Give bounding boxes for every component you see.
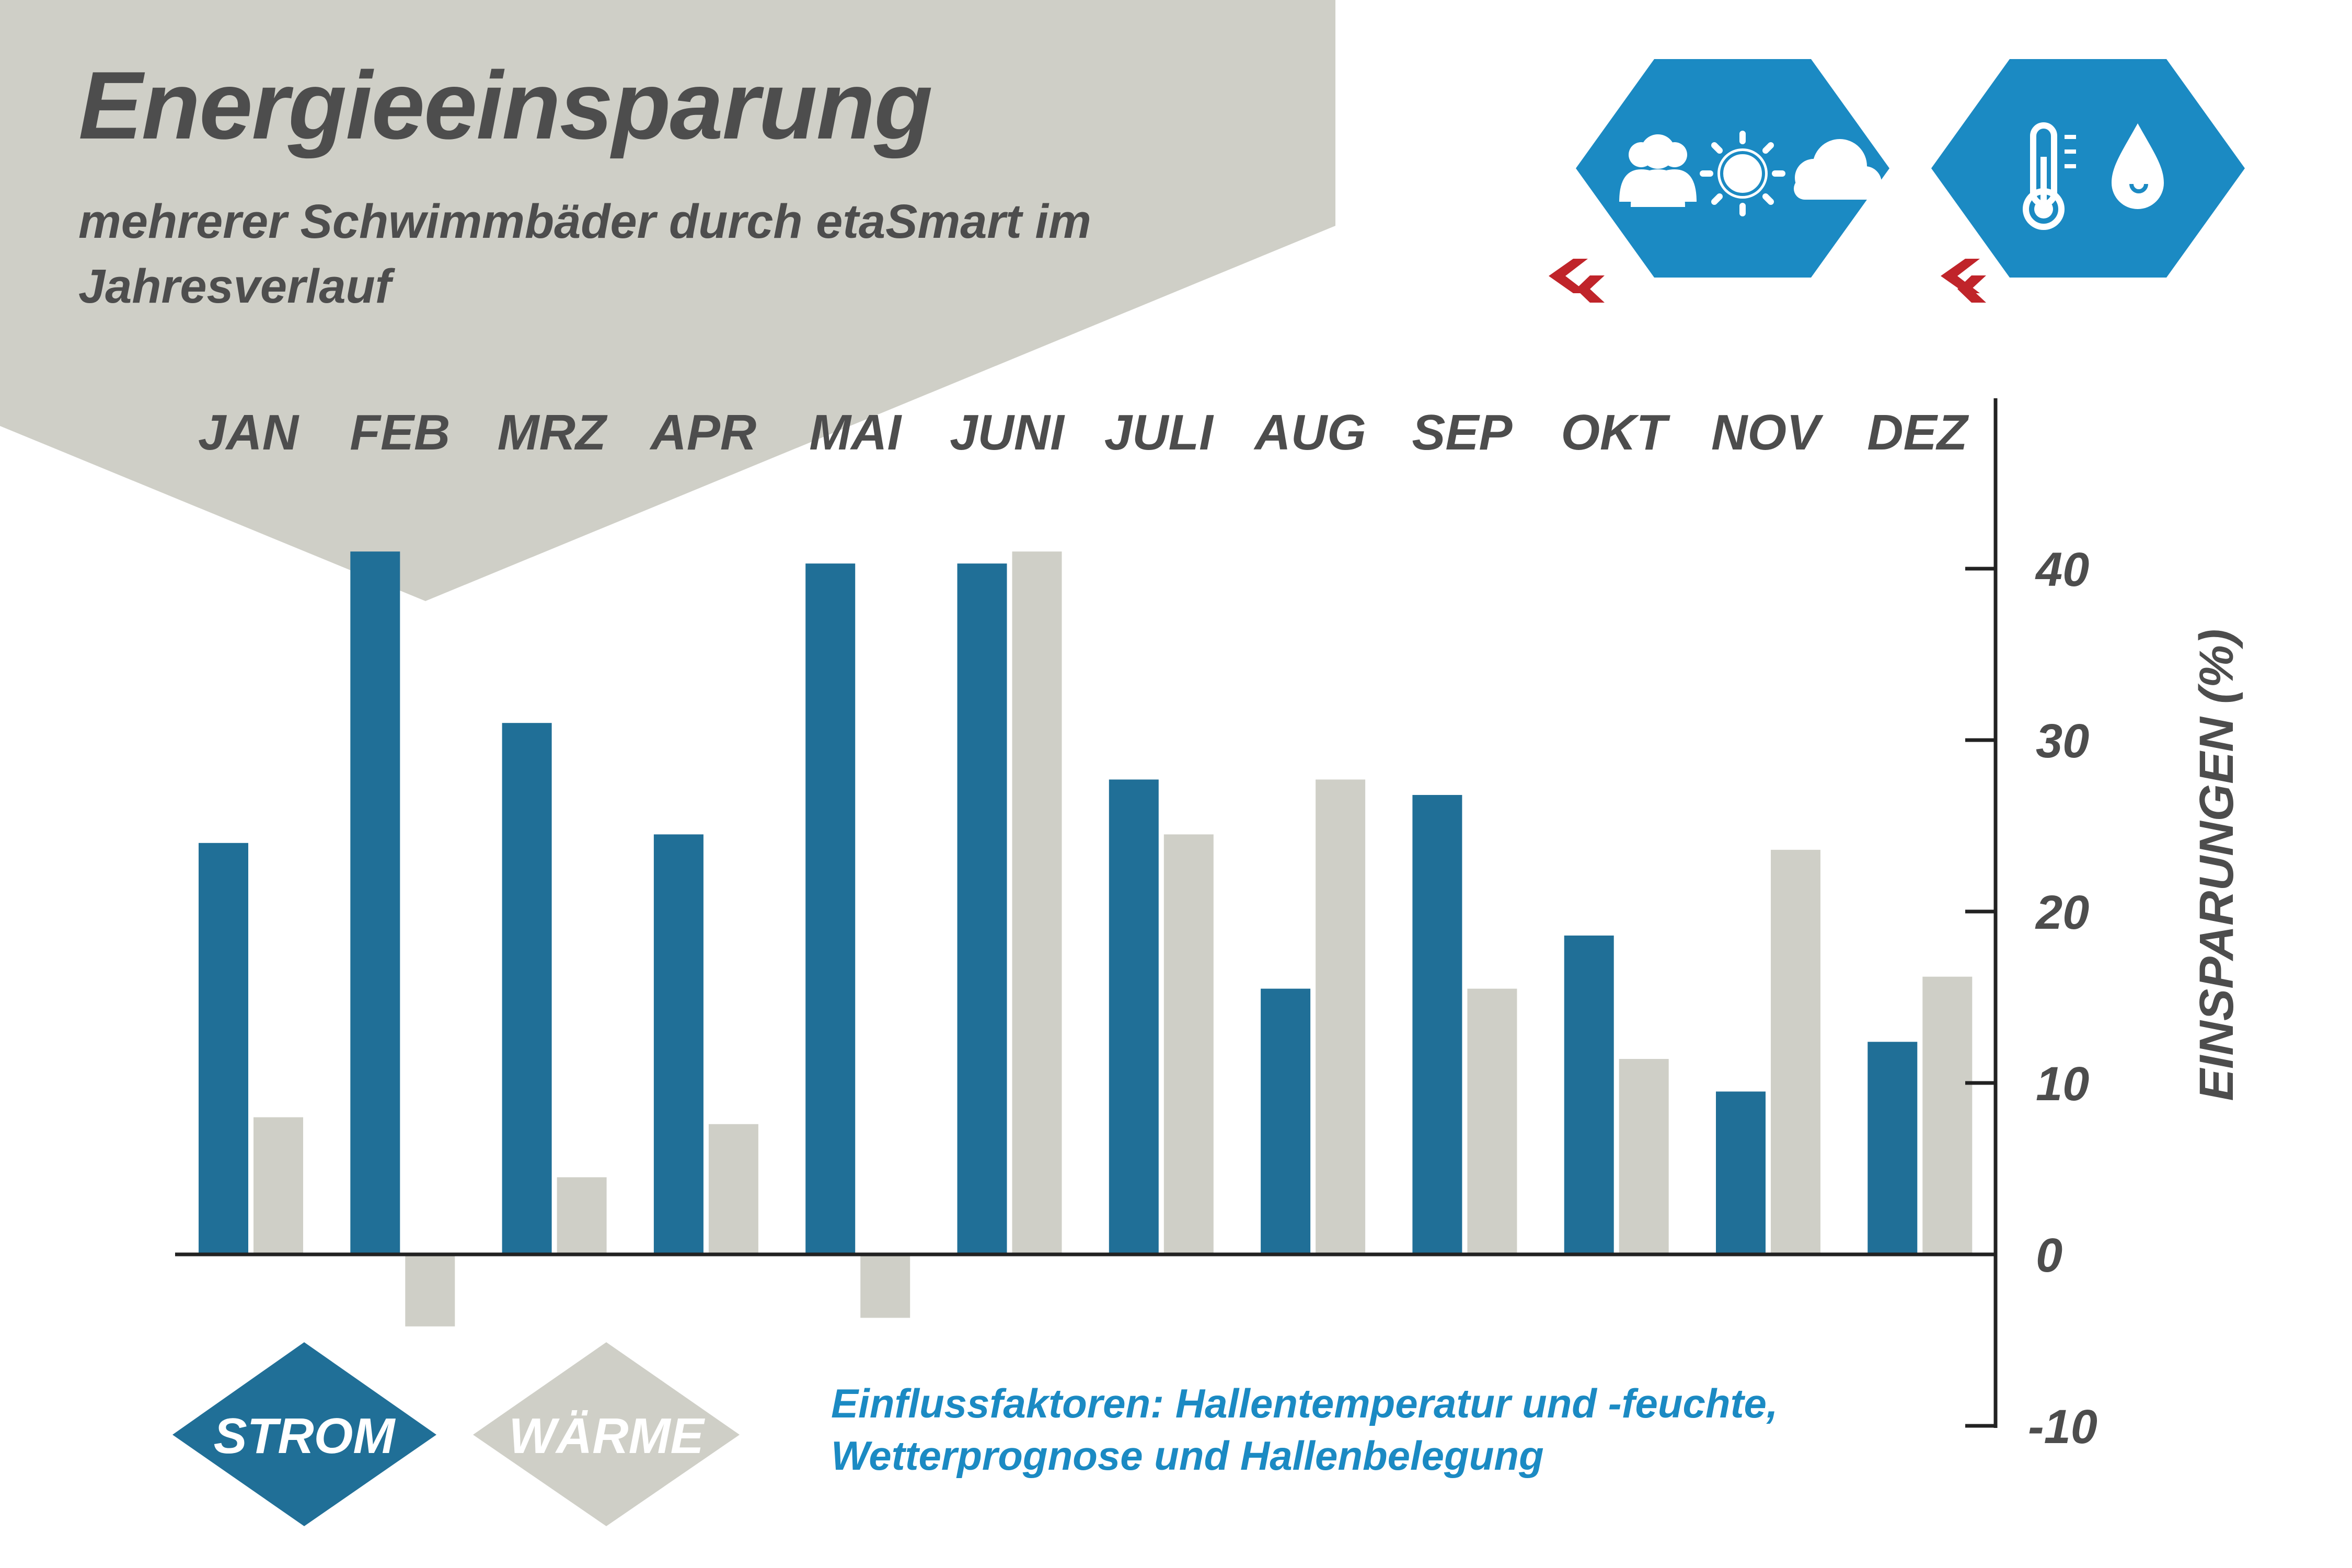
y-tick-label: 20: [2035, 886, 2089, 939]
month-label: SEP: [1412, 405, 1513, 460]
page-title: Energieeinsparung: [78, 51, 933, 159]
y-tick-label: 30: [2036, 714, 2089, 768]
month-label: JAN: [198, 405, 299, 460]
month-label: OKT: [1561, 405, 1670, 460]
bar-strom: [653, 834, 704, 1254]
cloud-icon: [1794, 139, 1882, 200]
legend-waerme-label: WÄRME: [509, 1408, 705, 1464]
bar-strom: [502, 723, 552, 1254]
bar-waerme: [1012, 551, 1062, 1254]
y-tick-label: -10: [2028, 1400, 2097, 1454]
bar-waerme: [1467, 988, 1517, 1254]
month-label: JULI: [1104, 405, 1214, 460]
month-label: FEB: [350, 405, 450, 460]
influence-factors-note: Einflussfaktoren: Hallentemperatur und -…: [831, 1380, 1778, 1479]
header-background: [0, 0, 1335, 601]
bar-series-group: [199, 551, 1973, 1327]
y-axis-label: EINSPARUNGEN (%): [2190, 629, 2243, 1101]
bar-strom: [1261, 988, 1311, 1254]
bar-waerme: [1163, 834, 1214, 1254]
bar-strom: [805, 563, 856, 1254]
bar-waerme: [708, 1124, 758, 1254]
bar-strom: [1109, 779, 1159, 1254]
legend-strom-label: STROM: [214, 1408, 396, 1464]
legend-strom-badge: [172, 1342, 436, 1526]
month-label: JUNI: [950, 405, 1065, 460]
bar-waerme: [253, 1117, 303, 1254]
bar-strom: [1867, 1042, 1918, 1254]
thermometer-icon: [2023, 122, 2076, 230]
bar-strom: [1716, 1091, 1766, 1254]
month-label: MRZ: [498, 405, 608, 460]
bar-waerme: [1922, 976, 1973, 1254]
y-tick-label: 10: [2036, 1057, 2089, 1111]
month-label: DEZ: [1867, 405, 1969, 460]
bar-strom: [957, 563, 1007, 1254]
bar-strom: [1412, 794, 1462, 1254]
bar-strom: [199, 843, 248, 1254]
month-label: MAI: [809, 405, 902, 460]
bar-waerme: [1771, 849, 1820, 1254]
legend: STROM WÄRME: [172, 1342, 740, 1526]
bar-waerme: [860, 1254, 910, 1318]
hexagon-badge: [1931, 59, 2245, 278]
y-tick-label: 0: [2036, 1229, 2062, 1282]
sun-icon: [1700, 131, 1785, 216]
people-icon: [1619, 134, 1697, 207]
y-tick-label: 40: [2035, 543, 2089, 596]
weather-occupancy-icon-group: [1576, 59, 1889, 278]
water-drop-icon: [2112, 123, 2164, 209]
bar-waerme: [1619, 1059, 1669, 1254]
y-tick-labels: 40 30 20 10 0 -10: [1965, 543, 2097, 1454]
legend-waerme-badge: [473, 1342, 740, 1526]
chevron-double-left-icon: [1549, 259, 1605, 303]
temperature-humidity-icon-group: [1931, 59, 2245, 278]
bar-strom: [350, 551, 400, 1254]
month-label: AUG: [1253, 405, 1366, 460]
bar-waerme: [1316, 779, 1366, 1254]
month-labels: JAN FEB MRZ APR MAI JUNI JULI AUG SEP OKT NOV DEZ: [198, 405, 1969, 460]
bar-waerme: [557, 1177, 607, 1254]
bar-strom: [1564, 935, 1614, 1254]
month-label: NOV: [1711, 405, 1824, 460]
chevron-double-left-icon: [1941, 259, 1986, 303]
page-subtitle: mehrerer Schwimmbäder durch etaSmart im …: [78, 195, 1091, 313]
bar-waerme: [405, 1254, 455, 1327]
month-label: APR: [650, 405, 757, 460]
